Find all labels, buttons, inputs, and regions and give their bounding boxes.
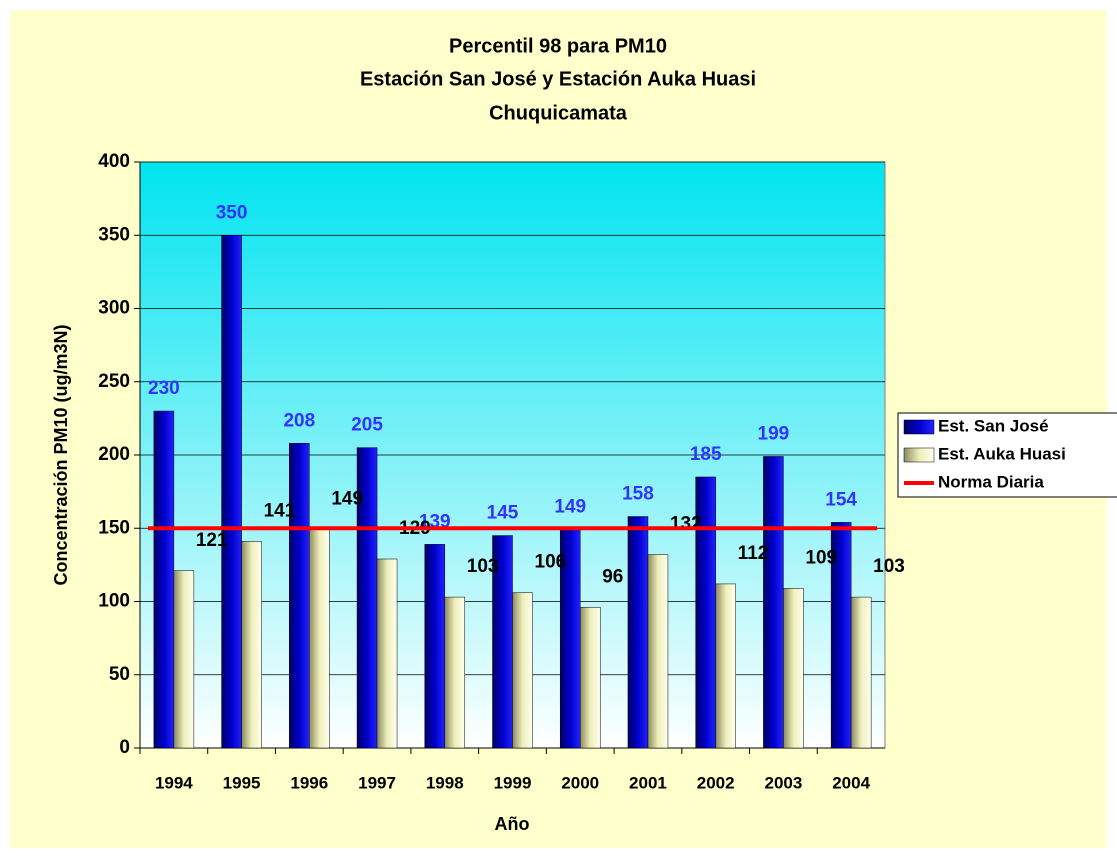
y-tick-label: 300 [98,298,130,319]
bar [850,596,872,749]
data-label: 96 [602,566,623,587]
data-label: 154 [825,489,857,510]
x-tick-label: 1995 [223,773,261,792]
chart-title: Chuquicamata [489,102,628,124]
bar [763,456,784,749]
x-axis-label: Año [495,814,530,834]
data-label: 205 [351,415,383,436]
bar [627,516,649,749]
data-label: 121 [196,530,228,551]
bar [173,570,195,749]
data-label: 141 [264,500,296,521]
x-tick-label: 2002 [697,773,735,792]
data-label: 103 [873,556,905,577]
x-tick-label: 2000 [561,773,599,792]
y-tick-label: 400 [98,151,130,172]
data-label: 132 [670,514,702,535]
x-tick-label: 1996 [290,773,328,792]
data-label: 106 [535,552,567,573]
data-label: 149 [331,489,363,510]
data-label: 350 [216,202,248,223]
x-tick-label: 2004 [832,773,870,792]
x-tick-label: 1999 [494,773,532,792]
data-label: 185 [690,444,722,465]
data-label: 230 [148,378,180,399]
x-tick-label: 2003 [764,773,802,792]
data-label: 149 [554,497,586,518]
bar [309,529,330,749]
legend-label: Est. San José [938,416,1049,435]
bar [376,558,398,749]
bar [783,588,804,749]
data-label: 158 [622,484,654,505]
data-label: 199 [758,423,790,444]
x-tick-label: 1994 [155,773,193,792]
legend-label: Est. Auka Huasi [938,444,1066,463]
legend [897,412,1117,498]
x-tick-label: 1998 [426,773,464,792]
bar [153,410,175,749]
y-tick-label: 50 [109,664,130,685]
bar [424,544,446,749]
data-label: 109 [805,547,837,568]
x-tick-label: 2001 [629,773,667,792]
y-tick-label: 250 [98,371,130,392]
legend-swatch [903,447,935,463]
chart-title: Percentil 98 para PM10 [449,35,667,57]
bar [221,235,242,749]
y-tick-label: 150 [98,517,130,538]
x-tick-label: 1997 [358,773,396,792]
bar [647,554,669,749]
y-axis-label: Concentración PM10 (ug/m3N) [51,324,71,585]
data-label: 112 [738,543,769,564]
y-tick-label: 350 [98,224,130,245]
legend-swatch [903,419,935,435]
bar [289,443,310,749]
chart-title: Estación San José y Estación Auka Huasi [360,68,756,90]
bar [512,592,533,749]
legend-label: Norma Diaria [938,472,1044,491]
data-label: 103 [467,556,499,577]
bar [579,607,601,749]
bar [444,596,466,749]
y-tick-label: 100 [98,591,130,612]
y-tick-label: 0 [119,737,130,758]
data-label: 208 [283,410,315,431]
bar [241,541,262,749]
bar [715,583,736,749]
y-tick-label: 200 [98,444,130,465]
data-label: 145 [487,503,519,524]
